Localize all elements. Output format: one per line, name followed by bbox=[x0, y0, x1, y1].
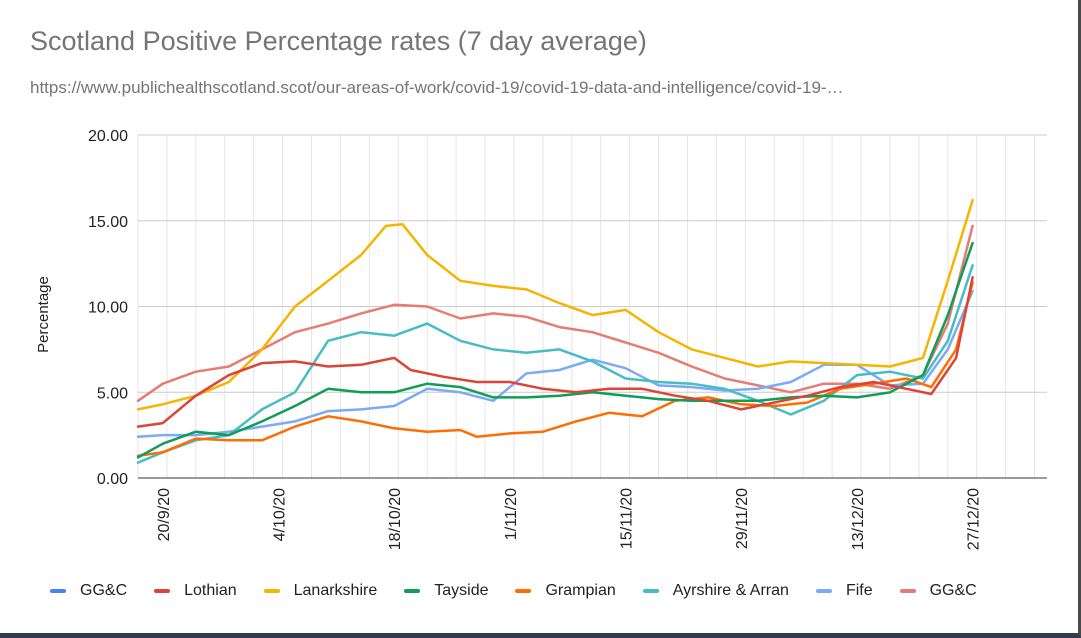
legend-label: Tayside bbox=[434, 582, 489, 599]
legend-swatch bbox=[154, 589, 171, 593]
legend-label: Ayrshire & Arran bbox=[672, 582, 789, 599]
x-tick-label: 20/9/20 bbox=[156, 488, 173, 541]
y-tick-label: 10.00 bbox=[88, 300, 128, 317]
legend-item: Fife bbox=[815, 582, 873, 600]
legend-swatch bbox=[50, 589, 66, 593]
legend-swatch bbox=[263, 589, 280, 593]
series-line bbox=[136, 281, 974, 457]
y-tick-label: 20.00 bbox=[88, 128, 128, 145]
legend-swatch bbox=[899, 589, 916, 593]
legend-swatch bbox=[642, 589, 659, 593]
x-tick-label: 15/11/20 bbox=[619, 488, 636, 549]
series-line bbox=[136, 276, 974, 428]
series-line bbox=[136, 241, 974, 459]
chart-legend: GG&C Lothian Lanarkshire Tayside Grampian Ayr… bbox=[50, 579, 1004, 603]
y-tick-label: 0.00 bbox=[97, 471, 128, 488]
legend-item: Grampian bbox=[515, 582, 616, 600]
x-tick-label: 4/10/20 bbox=[271, 488, 288, 541]
y-tick-label: 5.00 bbox=[97, 385, 128, 402]
series-line bbox=[136, 198, 974, 411]
legend-item: Ayrshire & Arran bbox=[642, 582, 789, 600]
legend-swatch bbox=[404, 589, 421, 593]
legend-label: Lanarkshire bbox=[293, 582, 378, 599]
legend-label: Fife bbox=[845, 582, 873, 599]
legend-label: Grampian bbox=[545, 582, 616, 599]
legend-item: GG&C bbox=[899, 582, 977, 600]
x-tick-label: 27/12/20 bbox=[966, 488, 983, 550]
legend-item: Tayside bbox=[404, 582, 488, 600]
legend-item: GG&C bbox=[50, 582, 127, 600]
legend-swatch bbox=[815, 589, 832, 593]
x-tick-label: 29/11/20 bbox=[734, 488, 751, 549]
chart-title: Scotland Positive Percentage rates (7 da… bbox=[30, 26, 647, 56]
y-axis-title: Percentage bbox=[35, 276, 52, 353]
x-tick-label: 13/12/20 bbox=[850, 488, 867, 550]
series-line bbox=[136, 224, 974, 403]
legend-label: GG&C bbox=[929, 582, 977, 599]
legend-item: Lanarkshire bbox=[263, 582, 378, 600]
legend-item: Lothian bbox=[154, 582, 237, 600]
y-tick-label: 15.00 bbox=[88, 214, 128, 231]
x-tick-label: 18/10/20 bbox=[387, 488, 404, 550]
legend-label: GG&C bbox=[80, 582, 128, 599]
legend-swatch bbox=[515, 589, 532, 593]
x-tick-label: 1/11/20 bbox=[503, 488, 520, 540]
legend-label: Lothian bbox=[184, 582, 237, 599]
series-line bbox=[136, 264, 974, 464]
